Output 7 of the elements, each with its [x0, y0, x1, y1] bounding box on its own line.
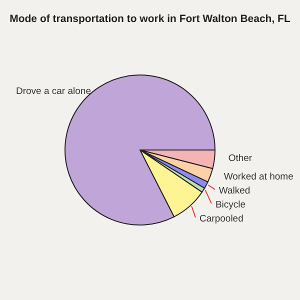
- slice-label: Carpooled: [200, 213, 244, 224]
- slice-label: Other: [228, 152, 252, 164]
- slice-label: Drove a car alone: [16, 86, 91, 97]
- slice-label: Walked: [218, 185, 250, 196]
- slice-label: Worked at home: [224, 171, 294, 182]
- chart-title: Mode of transportation to work in Fort Walton Beach, FL: [10, 13, 291, 25]
- slice-label: Bicycle: [215, 199, 246, 210]
